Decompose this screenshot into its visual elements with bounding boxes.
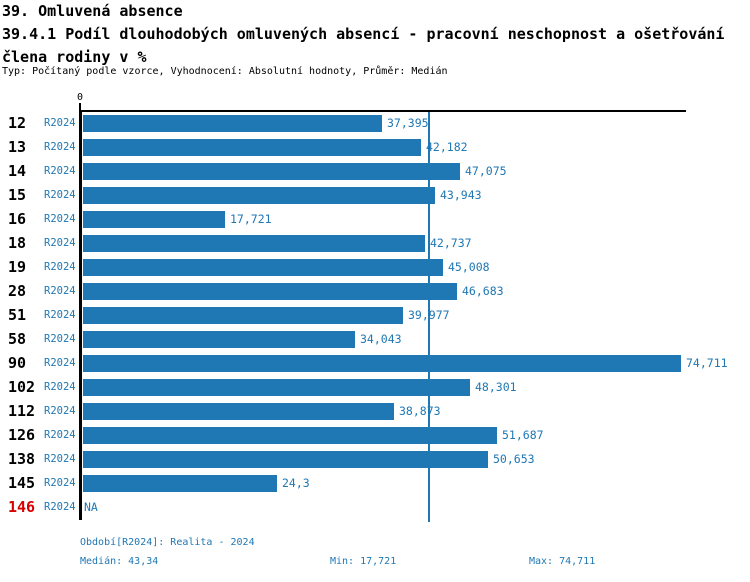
bar-value-label: 50,653: [493, 452, 535, 466]
bar-value-label: 42,737: [430, 236, 472, 250]
row-category-label: 15: [8, 186, 27, 204]
footer-min: Min: 17,721: [330, 556, 397, 567]
bar: [83, 331, 355, 348]
row-series-label: R2024: [44, 141, 76, 153]
x-axis-zero-tick-label: 0: [76, 92, 84, 103]
bar-value-label: 17,721: [230, 212, 272, 226]
bar-value-label: 46,683: [462, 284, 504, 298]
row-series-label: R2024: [44, 237, 76, 249]
row-series-label: R2024: [44, 213, 76, 225]
bar-na-label: NA: [84, 500, 98, 514]
row-category-label: 145: [8, 474, 36, 492]
bar: [83, 475, 277, 492]
x-axis-line: [80, 110, 686, 112]
row-category-label: 14: [8, 162, 27, 180]
bar: [83, 427, 497, 444]
bar-value-label: 48,301: [475, 380, 517, 394]
row-series-label: R2024: [44, 357, 76, 369]
row-series-label: R2024: [44, 477, 76, 489]
bar: [83, 139, 421, 156]
y-axis-line: [79, 110, 82, 520]
row-category-label: 28: [8, 282, 27, 300]
row-category-label: 126: [8, 426, 36, 444]
row-series-label: R2024: [44, 429, 76, 441]
row-series-label: R2024: [44, 117, 76, 129]
bar: [83, 403, 394, 420]
row-series-label: R2024: [44, 333, 76, 345]
row-category-label: 112: [8, 402, 36, 420]
bar-value-label: 74,711: [686, 356, 728, 370]
row-series-label: R2024: [44, 453, 76, 465]
row-category-label: 19: [8, 258, 27, 276]
bar: [83, 283, 457, 300]
row-category-label: 102: [8, 378, 36, 396]
row-series-label: R2024: [44, 501, 76, 513]
row-series-label: R2024: [44, 405, 76, 417]
bar-value-label: 24,3: [282, 476, 310, 490]
footer-median: Medián: 43,34: [80, 556, 159, 567]
bar: [83, 115, 382, 132]
bar: [83, 211, 225, 228]
bar: [83, 451, 488, 468]
bar-value-label: 39,977: [408, 308, 450, 322]
footer-period: Období[R2024]: Realita - 2024: [80, 537, 255, 548]
row-category-label: 90: [8, 354, 27, 372]
bar: [83, 355, 681, 372]
row-category-label: 12: [8, 114, 27, 132]
bar: [83, 259, 443, 276]
row-series-label: R2024: [44, 261, 76, 273]
bar-value-label: 45,008: [448, 260, 490, 274]
bar-value-label: 37,395: [387, 116, 429, 130]
row-series-label: R2024: [44, 189, 76, 201]
row-series-label: R2024: [44, 285, 76, 297]
indicator-subtitle-line2: člena rodiny v %: [2, 48, 147, 66]
bar: [83, 163, 460, 180]
bar-value-label: 34,043: [360, 332, 402, 346]
row-category-label: 138: [8, 450, 36, 468]
bar: [83, 307, 403, 324]
bar-value-label: 43,943: [440, 188, 482, 202]
bar-value-label: 38,873: [399, 404, 441, 418]
row-series-label: R2024: [44, 165, 76, 177]
bar: [83, 379, 470, 396]
indicator-subtitle-line1: 39.4.1 Podíl dlouhodobých omluvených abs…: [2, 25, 725, 43]
report-title: 39. Omluvená absence: [2, 2, 183, 20]
bar-value-label: 42,182: [426, 140, 468, 154]
row-category-label: 13: [8, 138, 27, 156]
bar-value-label: 51,687: [502, 428, 544, 442]
row-series-label: R2024: [44, 381, 76, 393]
row-category-label: 146: [8, 498, 36, 516]
bar: [83, 187, 435, 204]
row-category-label: 16: [8, 210, 27, 228]
bar-value-label: 47,075: [465, 164, 507, 178]
row-category-label: 18: [8, 234, 27, 252]
median-reference-line: [427, 112, 430, 522]
bar: [83, 235, 425, 252]
row-category-label: 51: [8, 306, 27, 324]
row-series-label: R2024: [44, 309, 76, 321]
indicator-meta: Typ: Počítaný podle vzorce, Vyhodnocení:…: [2, 66, 448, 77]
row-category-label: 58: [8, 330, 27, 348]
footer-max: Max: 74,711: [529, 556, 596, 567]
